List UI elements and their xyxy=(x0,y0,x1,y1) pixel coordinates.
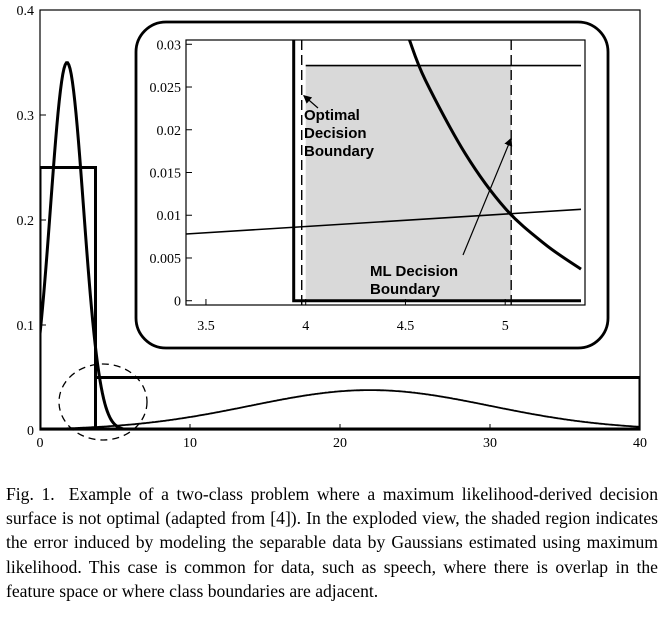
inset-marks xyxy=(186,40,582,305)
inset-y-tick-label: 0.025 xyxy=(150,81,182,96)
class1-gaussian-tail xyxy=(186,208,582,235)
class1-uniform-box xyxy=(40,166,97,430)
inset-y-tick-label: 0.02 xyxy=(157,124,182,139)
main-y-ticks: 0 0.1 0.2 0.3 0.4 xyxy=(17,4,46,439)
inset-x-ticks: 3.5 4 4.5 5 xyxy=(197,299,509,334)
caption-text: Example of a two-class problem where a m… xyxy=(6,484,659,601)
ml-boundary-label: ML Decision Boundary xyxy=(370,263,458,298)
main-x-tick-label: 30 xyxy=(483,436,497,451)
inset-y-ticks: 0 0.005 0.01 0.015 0.02 0.025 0.03 xyxy=(150,38,192,310)
class2-gaussian-tail xyxy=(408,40,582,271)
figure-caption: Fig. 1. Example of a two-class problem wh… xyxy=(6,482,658,603)
inset-y-tick-label: 0.005 xyxy=(150,252,182,267)
inset-shade-group xyxy=(305,65,512,301)
ml-boundary-label-line: ML Decision xyxy=(370,263,458,280)
inset-y-tick-label: 0.03 xyxy=(157,38,182,53)
inset-x-tick-label: 3.5 xyxy=(197,319,215,334)
error-shaded-region xyxy=(305,65,512,301)
class1-uniform-edge xyxy=(292,40,581,303)
class2-gaussian-curve xyxy=(40,389,640,430)
inset-x-tick-label: 4.5 xyxy=(397,319,415,334)
inset-chart: 0 0.005 0.01 0.015 0.02 0.025 0.03 3.5 4 4.5 5 Op… xyxy=(134,20,610,350)
main-x-tick-label: 20 xyxy=(333,436,347,451)
main-y-tick-label: 0.4 xyxy=(17,4,35,19)
inset-y-tick-label: 0 xyxy=(174,295,181,310)
main-x-tick-label: 0 xyxy=(37,436,44,451)
main-chart: 00.10.20.30.4 0 10 20 30 40 xyxy=(17,4,648,451)
main-y-tick-label: 0.1 xyxy=(17,319,35,334)
main-y-tick-label: 0.3 xyxy=(17,109,35,124)
zoom-region-circle xyxy=(58,363,148,441)
main-x-tick-label: 40 xyxy=(633,436,647,451)
inset-x-tick-label: 4 xyxy=(302,319,309,334)
optimal-boundary-label: Optimal Decision Boundary xyxy=(304,107,375,160)
optimal-boundary-label-line: Optimal xyxy=(304,107,360,124)
inset-y-tick-label: 0.01 xyxy=(157,209,182,224)
caption-label: Fig. 1. xyxy=(6,484,55,504)
figure: 0 0.1 0.2 0.3 0.4 0 10 20 30 40 0 0.005 0.01 0.015 0… xyxy=(17,4,648,451)
main-marks xyxy=(40,61,640,430)
optimal-boundary-label-line: Boundary xyxy=(304,143,375,160)
main-y-tick-label: 0 xyxy=(27,424,34,439)
optimal-boundary-arrow xyxy=(303,95,319,109)
figure-svg: 00.10.20.30.4 0 10 20 30 40 00.0050.010.0150… xyxy=(17,4,648,451)
inset-y-tick-label: 0.015 xyxy=(150,167,182,182)
ml-boundary-arrow xyxy=(462,137,513,256)
inset-x-tick-label: 5 xyxy=(502,319,509,334)
main-y-tick-label: 0.2 xyxy=(17,214,35,229)
ml-boundary-label-line: Boundary xyxy=(370,281,441,298)
class2-uniform-box xyxy=(94,376,640,430)
optimal-boundary-label-line: Decision xyxy=(304,125,367,142)
main-x-tick-label: 10 xyxy=(183,436,197,451)
